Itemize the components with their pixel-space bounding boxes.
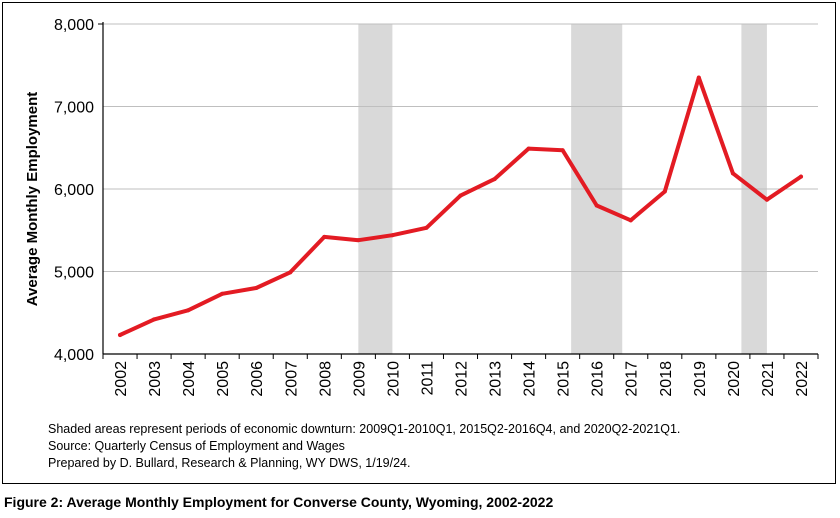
x-tick-2022: 2022 (794, 361, 811, 397)
y-tick-6000: 6,000 (54, 182, 94, 199)
data-point-2015 (560, 148, 565, 153)
x-tick-2018: 2018 (658, 361, 675, 397)
x-tick-2012: 2012 (454, 361, 471, 397)
x-tick-2014: 2014 (522, 361, 539, 397)
x-tick-2011: 2011 (419, 361, 436, 396)
x-tick-2004: 2004 (181, 361, 198, 397)
data-point-2016 (594, 203, 599, 208)
series-layer (118, 75, 803, 338)
source-note: Source: Quarterly Census of Employment a… (48, 439, 345, 453)
x-tick-2016: 2016 (590, 361, 607, 397)
data-point-2006 (254, 286, 259, 290)
data-point-2010 (390, 233, 395, 238)
x-tick-2007: 2007 (283, 361, 300, 397)
x-tick-2019: 2019 (692, 361, 709, 397)
gridlines (103, 23, 818, 272)
y-tick-7000: 7,000 (54, 100, 94, 117)
data-point-2011 (424, 225, 429, 230)
data-point-2008 (322, 234, 327, 239)
data-point-2013 (492, 177, 497, 182)
y-tick-8000: 8,000 (54, 17, 94, 34)
data-point-2005 (220, 291, 225, 296)
x-tick-2002: 2002 (113, 361, 130, 397)
data-point-2002 (118, 333, 123, 338)
y-tick-4000: 4,000 (54, 347, 94, 364)
data-point-2009 (356, 238, 361, 243)
y-axis-label: Average Monthly Employment (24, 92, 41, 306)
data-point-2012 (458, 193, 463, 198)
series-line-1 (118, 75, 803, 337)
data-point-2018 (662, 189, 667, 194)
x-tick-2013: 2013 (488, 361, 505, 397)
data-point-2020 (730, 171, 735, 176)
data-point-2014 (526, 146, 531, 151)
x-tick-2010: 2010 (385, 361, 402, 397)
x-tick-2005: 2005 (215, 361, 232, 397)
y-tick-5000: 5,000 (54, 265, 94, 282)
data-point-2003 (152, 317, 157, 322)
data-point-2007 (288, 270, 293, 275)
x-tick-2017: 2017 (624, 361, 641, 397)
data-point-2022 (798, 174, 803, 179)
data-point-2017 (628, 218, 633, 223)
figure-caption: Figure 2: Average Monthly Employment for… (4, 494, 554, 510)
data-point-2004 (186, 308, 191, 313)
shaded-areas-note: Shaded areas represent periods of econom… (48, 422, 681, 436)
data-point-2019 (696, 75, 701, 80)
x-tick-labels: 2002 2003 2004 2005 2006 2007 2008 2009 2010 2011… (113, 361, 811, 397)
x-tick-2003: 2003 (147, 361, 164, 397)
x-tick-2006: 2006 (249, 361, 266, 397)
prepared-by-note: Prepared by D. Bullard, Research & Plann… (48, 456, 411, 470)
x-tick-2008: 2008 (317, 361, 334, 397)
x-tick-2015: 2015 (556, 361, 573, 397)
x-tick-2009: 2009 (351, 361, 368, 397)
y-tick-labels: 4,000 5,000 6,000 7,000 8,000 (54, 17, 94, 364)
figure-frame (2, 2, 836, 484)
axes (98, 22, 819, 359)
x-tick-2021: 2021 (760, 361, 777, 397)
x-tick-2020: 2020 (726, 361, 743, 397)
data-point-2021 (764, 197, 769, 202)
